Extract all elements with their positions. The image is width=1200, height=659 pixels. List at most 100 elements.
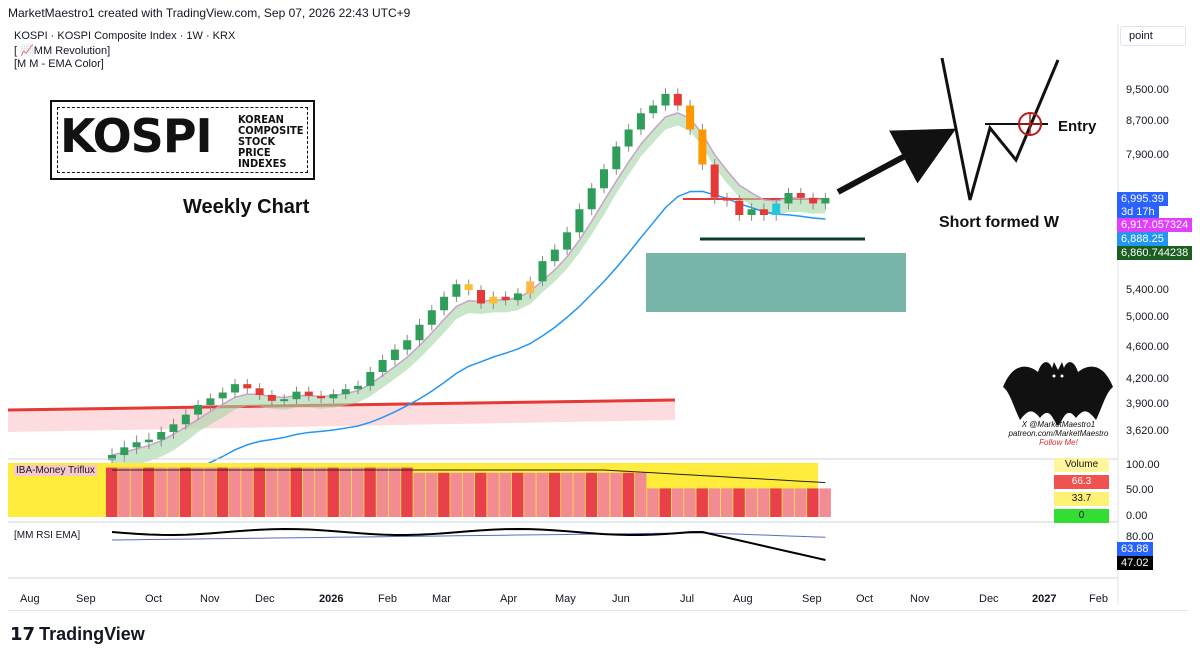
scale-mode-button[interactable]: point [1120, 26, 1186, 46]
candle-body [501, 296, 510, 301]
candle-body [169, 424, 178, 432]
candle-body [587, 188, 596, 210]
triflux-bar [438, 472, 450, 517]
time-label: Oct [856, 593, 874, 605]
triflux-bar [794, 488, 807, 517]
ema-line [111, 190, 826, 488]
symbol-line[interactable]: KOSPI · KOSPI Composite Index · 1W · KRX [14, 30, 236, 42]
candle-body [120, 447, 129, 455]
triflux-bar [204, 467, 216, 517]
price-label: 4,200.00 [1126, 373, 1169, 385]
triflux-bar [819, 488, 831, 517]
candle-body [144, 439, 153, 443]
indicator-mm-revolution[interactable]: [ 📈MM Revolution] [14, 45, 111, 57]
candle-body [821, 198, 830, 204]
candle-body [329, 394, 338, 399]
rsi-axis-label: 80.00 [1126, 531, 1154, 543]
triflux-bar [684, 488, 696, 517]
candle-body [526, 281, 535, 294]
triflux-bar [179, 467, 192, 517]
time-label: Sep [802, 593, 822, 605]
time-label: Aug [733, 593, 753, 605]
time-label: Jun [612, 593, 630, 605]
price-label: 8,700.00 [1126, 115, 1169, 127]
triflux-bar [696, 488, 708, 517]
candle-body [550, 249, 559, 262]
arrow-to-w [836, 128, 957, 195]
triflux-bar [229, 467, 241, 517]
time-label: Aug [20, 593, 40, 605]
candle-body [317, 395, 326, 399]
triflux-bar [807, 488, 819, 517]
candle-body [132, 442, 141, 448]
candle-body [673, 93, 682, 106]
time-label: 2026 [319, 593, 344, 605]
triflux-bar [634, 472, 647, 517]
candle-body [686, 105, 695, 130]
candle-body [513, 293, 522, 301]
price-tag-ema: 6,888.25 [1117, 232, 1168, 246]
tradingview-logo[interactable]: 𝟭𝟳 TradingView [10, 624, 145, 644]
triflux-bar [622, 472, 635, 517]
candle-body [231, 384, 239, 393]
price-label: 7,900.00 [1126, 149, 1169, 161]
triflux-bar [192, 467, 204, 517]
triflux-bar [585, 472, 598, 517]
bat-logo [1003, 362, 1113, 426]
entry-label: Entry [1058, 118, 1097, 135]
candle-body [612, 146, 621, 170]
candle-body [366, 372, 375, 386]
candle-body [784, 193, 793, 204]
triflux-title[interactable]: IBA-Money Triflux [14, 465, 97, 476]
candle-body [636, 113, 645, 130]
candle-body [354, 385, 362, 390]
triflux-axis-label: 50.00 [1126, 484, 1154, 496]
triflux-bar [339, 467, 352, 517]
time-label: Oct [145, 593, 163, 605]
rsi-line [111, 527, 826, 561]
candle-body [378, 360, 387, 372]
kospi-logo-text: KOSPI [60, 109, 213, 163]
triflux-axis-label: 0.00 [1126, 510, 1148, 522]
triflux-bar [745, 488, 758, 517]
triflux-bar [142, 467, 155, 517]
rsi-title[interactable]: [MM RSI EMA] [14, 530, 81, 541]
candle-body [464, 284, 473, 290]
candle-body [292, 391, 301, 400]
time-label: 2027 [1032, 593, 1057, 605]
triflux-bar [757, 488, 770, 517]
triflux-bar [499, 472, 512, 517]
triflux-bar [610, 472, 622, 517]
triflux-legend-mid: 33.7 [1054, 492, 1109, 506]
candle-body [194, 405, 203, 415]
triflux-axis-label: 100.00 [1126, 459, 1160, 471]
candle-body [427, 310, 436, 325]
candle-body [304, 391, 313, 396]
triflux-bar [216, 467, 229, 517]
indicator-ema-color[interactable]: [M M - EMA Color] [14, 58, 104, 70]
support-zone [646, 253, 906, 312]
candle-body [440, 296, 449, 311]
price-tag-last: 6,995.39 [1117, 192, 1168, 206]
ema-band [112, 112, 826, 471]
triflux-bar [327, 467, 339, 517]
kospi-logo: KOSPI KOREAN COMPOSITE STOCK PRICE INDEX… [50, 100, 315, 180]
candle-body [267, 395, 276, 401]
time-label: Nov [200, 593, 220, 605]
triflux-bar [425, 472, 438, 517]
triflux-bar [118, 467, 130, 517]
candle-body [710, 164, 719, 198]
triflux-bar [598, 472, 610, 517]
candle-body [747, 209, 756, 216]
triflux-bar [659, 488, 671, 517]
triflux-bar [352, 467, 364, 517]
triflux-bar [450, 472, 462, 517]
triflux-bar [561, 472, 573, 517]
triflux-bar [155, 467, 167, 517]
candle-body [181, 414, 190, 425]
candle-body [735, 200, 744, 216]
candle-body [538, 261, 547, 282]
triflux-bar [770, 488, 782, 517]
price-label: 5,400.00 [1126, 284, 1169, 296]
